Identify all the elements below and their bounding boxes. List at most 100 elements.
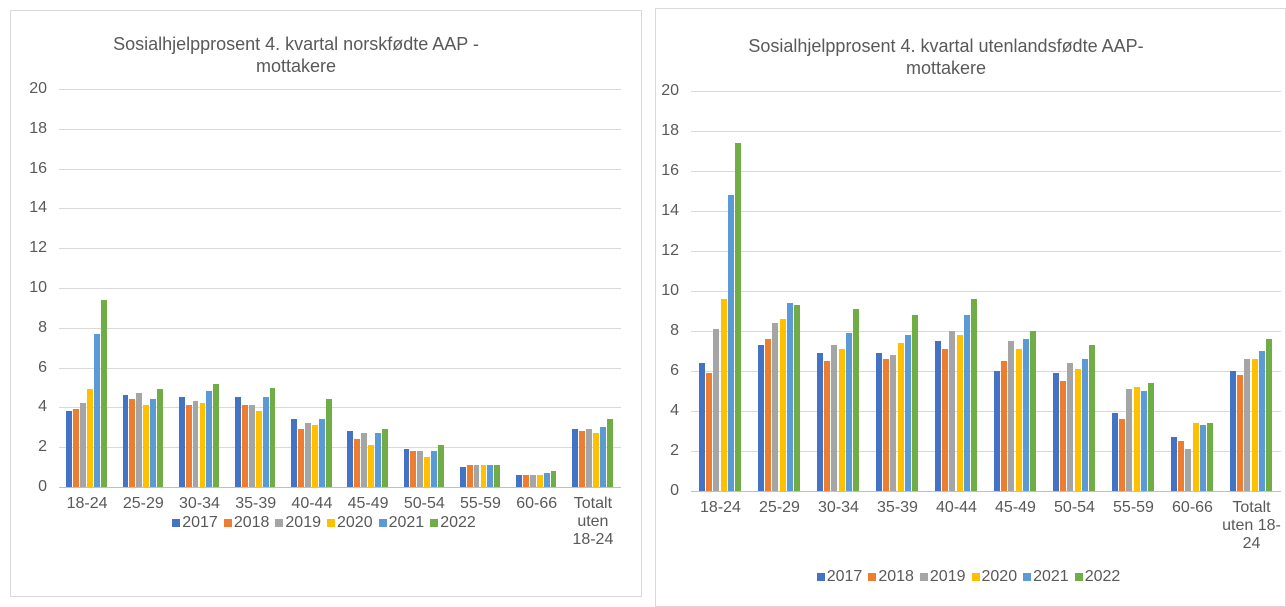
y-tick-label: 0 (38, 478, 47, 495)
x-tick-label: 30-34 (179, 495, 220, 512)
chart-title: Sosialhjelpprosent 4. kvartal utenlandsf… (748, 36, 1144, 78)
bar (831, 345, 838, 491)
bar (904, 335, 912, 491)
grid-line (691, 291, 1281, 292)
bar (772, 323, 779, 491)
bar (949, 331, 956, 491)
x-tick-label: Totalt uten 18-24 (572, 495, 614, 548)
x-tick-label: 55-59 (460, 495, 501, 512)
bar (963, 315, 971, 491)
legend-item: 2017 (172, 514, 218, 532)
legend-swatch (1074, 573, 1083, 581)
x-tick-label: 18-24 (66, 495, 108, 512)
bar (157, 389, 164, 487)
bar (1133, 387, 1140, 491)
grid-line (691, 451, 1281, 452)
bar (720, 299, 727, 491)
legend-label: 2020 (337, 514, 373, 531)
bar (727, 195, 735, 491)
y-tick-label: 6 (670, 362, 679, 379)
legend-swatch (919, 573, 928, 581)
legend-item: 2021 (1023, 568, 1069, 586)
bar (1030, 331, 1037, 491)
bar (487, 465, 494, 487)
bar (459, 467, 466, 487)
bar (178, 397, 185, 487)
legend-swatch (223, 519, 232, 527)
grid-line (691, 91, 1281, 92)
bar (192, 401, 199, 487)
bar (1148, 383, 1155, 491)
bar (1089, 345, 1096, 491)
bar (410, 451, 417, 487)
grid-line (691, 411, 1281, 412)
legend: 2017 2018 2019 2020 2021 2022 (656, 568, 1286, 586)
bar (122, 395, 129, 487)
legend-item: 2020 (327, 514, 373, 532)
bar (1258, 351, 1266, 491)
y-tick-label: 14 (29, 199, 47, 217)
bar (347, 431, 354, 487)
bar (522, 475, 529, 487)
x-tick-label: Totalt uten 18-24 (1222, 499, 1281, 552)
bar (241, 405, 248, 487)
bar (1067, 363, 1074, 491)
legend-swatch (816, 573, 825, 581)
bar (838, 349, 845, 491)
y-tick-label: 12 (29, 239, 47, 257)
bar (735, 143, 742, 491)
x-tick-label: 35-39 (877, 499, 918, 516)
bar (80, 403, 87, 487)
grid-line (59, 327, 621, 329)
bar (1244, 359, 1251, 491)
legend-label: 2022 (1084, 568, 1121, 585)
x-tick-label: 30-34 (818, 499, 859, 516)
bar (248, 405, 255, 487)
legend-label: 2017 (182, 514, 218, 531)
legend-label: 2018 (878, 568, 914, 585)
legend-label: 2017 (826, 568, 863, 585)
grid-line (691, 251, 1281, 252)
y-tick-label: 10 (661, 282, 679, 299)
y-tick-label: 2 (38, 438, 47, 456)
x-tick-label: 55-59 (1113, 499, 1154, 516)
bar (1177, 441, 1185, 491)
legend-label: 2019 (929, 568, 966, 585)
grid-line (59, 128, 621, 130)
bar (1207, 423, 1214, 491)
grid-line (691, 171, 1281, 172)
bar (1015, 349, 1022, 491)
bar (262, 397, 269, 487)
bar (592, 433, 599, 487)
x-tick-label: 25-29 (759, 499, 800, 516)
bar (713, 329, 720, 491)
bar (779, 319, 786, 491)
y-tick-label: 8 (670, 322, 679, 339)
bar (845, 333, 853, 491)
bar (934, 341, 941, 491)
bar (1185, 449, 1192, 491)
grid-line (691, 371, 1281, 372)
legend-swatch (275, 519, 284, 527)
bar (318, 419, 325, 487)
bar (1236, 375, 1244, 491)
grid-line (59, 487, 621, 488)
x-tick-label: 60-66 (1172, 499, 1213, 516)
y-tick-label: 0 (670, 482, 679, 499)
bar (375, 433, 381, 487)
bar (515, 475, 522, 487)
y-tick-label: 4 (670, 402, 679, 419)
bar (1118, 419, 1126, 491)
bar (1081, 359, 1089, 491)
bar (424, 457, 431, 487)
bar (585, 429, 592, 487)
bar (466, 465, 473, 487)
y-tick-label: 10 (29, 279, 47, 296)
y-tick-label: 18 (29, 119, 47, 137)
bar (705, 373, 713, 491)
x-tick-label: 45-49 (995, 499, 1036, 516)
bar (1266, 339, 1273, 491)
legend-item: 2018 (868, 568, 914, 586)
x-tick-label: 50-54 (1054, 499, 1095, 516)
bar (1000, 361, 1008, 491)
